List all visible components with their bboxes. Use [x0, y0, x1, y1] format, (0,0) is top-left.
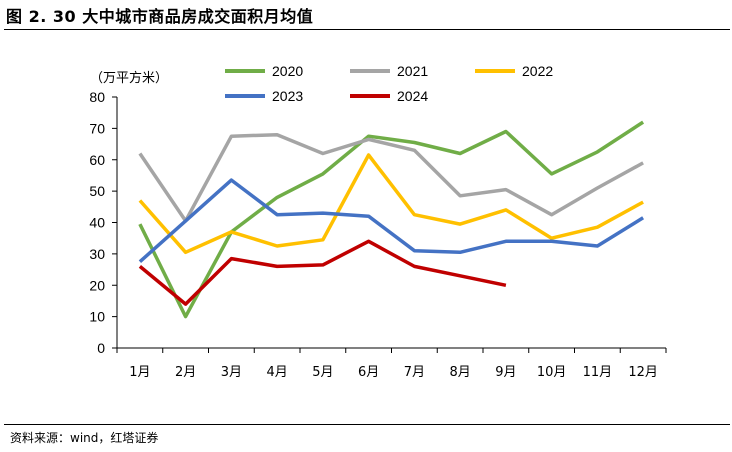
- series-line-2023: [138, 178, 645, 264]
- legend-label-2020: 2020: [272, 63, 303, 79]
- y-tick-label: 0: [97, 340, 105, 356]
- series-line-2022: [138, 153, 644, 255]
- x-tick-label: 2月: [175, 365, 196, 380]
- legend-label-2022: 2022: [522, 63, 553, 79]
- y-tick-label: 40: [89, 215, 105, 231]
- x-tick-label: 10月: [537, 365, 567, 380]
- y-tick-label: 20: [89, 277, 105, 293]
- x-tick-label: 12月: [628, 365, 658, 380]
- x-tick-label: 9月: [495, 365, 516, 380]
- legend-label-2024: 2024: [397, 88, 428, 104]
- y-tick-label: 80: [89, 89, 105, 105]
- y-tick-label: 70: [89, 120, 105, 136]
- x-tick-label: 8月: [449, 365, 470, 380]
- y-tick-label: 50: [89, 183, 105, 199]
- x-tick-label: 5月: [312, 365, 333, 380]
- y-tick-label: 30: [89, 246, 105, 262]
- x-tick-label: 4月: [266, 365, 287, 380]
- x-tick-label: 7月: [404, 365, 425, 380]
- y-axis-unit-label: （万平方米）: [90, 70, 168, 86]
- legend-label-2021: 2021: [397, 63, 428, 79]
- series-line-2021: [138, 132, 644, 223]
- series-line-2024: [138, 239, 507, 306]
- source-note: 资料来源：wind，红塔证券: [10, 431, 159, 445]
- series-line-2020: [138, 120, 645, 319]
- figure-title: 图 2. 30 大中城市商品房成交面积月均值: [6, 7, 314, 26]
- x-tick-label: 1月: [129, 365, 150, 380]
- legend-label-2023: 2023: [272, 88, 303, 104]
- bottom-rule: [4, 424, 730, 425]
- y-tick-label: 60: [89, 152, 105, 168]
- x-tick-label: 3月: [221, 365, 242, 380]
- y-tick-label: 10: [89, 309, 105, 325]
- x-tick-label: 11月: [583, 365, 613, 380]
- top-rule: [4, 29, 730, 30]
- x-tick-label: 6月: [358, 365, 379, 380]
